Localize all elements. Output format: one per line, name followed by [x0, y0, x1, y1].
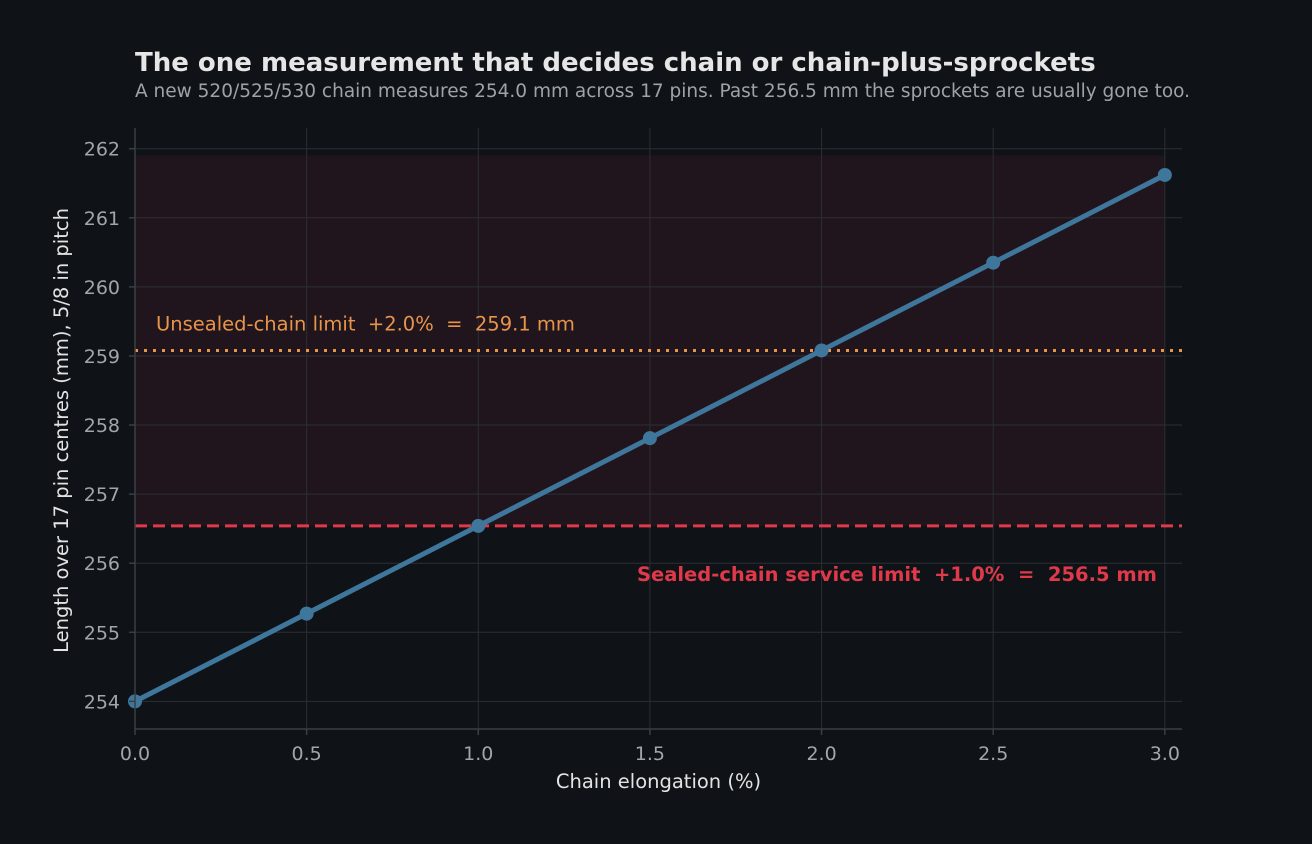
data-point — [642, 431, 657, 446]
y-tick-label: 257 — [84, 484, 120, 506]
data-point — [1157, 167, 1172, 182]
data-point — [814, 343, 829, 358]
x-tick-label: 1.5 — [635, 743, 665, 765]
x-tick-label: 2.5 — [978, 743, 1008, 765]
chart-grid — [134, 128, 1182, 729]
data-point — [299, 606, 314, 621]
sealed-limit-label: Sealed-chain service limit +1.0% = 256.5… — [637, 563, 1157, 586]
y-tick-label: 262 — [84, 139, 120, 161]
series-layer — [128, 167, 1172, 709]
data-point — [986, 255, 1001, 270]
y-tick-label: 255 — [84, 622, 120, 644]
x-tick-label: 2.0 — [806, 743, 836, 765]
y-tick-label: 261 — [84, 208, 120, 230]
y-tick-label: 259 — [84, 346, 120, 368]
chart-title: The one measurement that decides chain o… — [135, 48, 1096, 78]
axes: 0.0 0.5 1.0 1.5 2.0 2.5 3.0 254 255 256 257 258 259 2… — [84, 128, 1182, 765]
x-tick-label: 0.0 — [120, 743, 150, 765]
x-tick-label: 0.5 — [292, 743, 322, 765]
data-point — [471, 518, 486, 533]
x-tick-label: 3.0 — [1150, 743, 1180, 765]
reference-lines — [135, 348, 1182, 528]
y-axis-label: Length over 17 pin centres (mm), 5/8 in … — [50, 208, 73, 653]
unsealed-limit-label: Unsealed-chain limit +2.0% = 259.1 mm — [156, 312, 575, 335]
chart-subtitle: A new 520/525/530 chain measures 254.0 m… — [135, 81, 1191, 102]
x-axis-label: Chain elongation (%) — [556, 770, 761, 793]
y-tick-label: 254 — [84, 691, 120, 713]
y-tick-label: 256 — [84, 553, 120, 575]
y-tick-label: 258 — [84, 415, 120, 437]
y-tick-label: 260 — [84, 277, 120, 299]
x-tick-label: 1.0 — [463, 743, 493, 765]
